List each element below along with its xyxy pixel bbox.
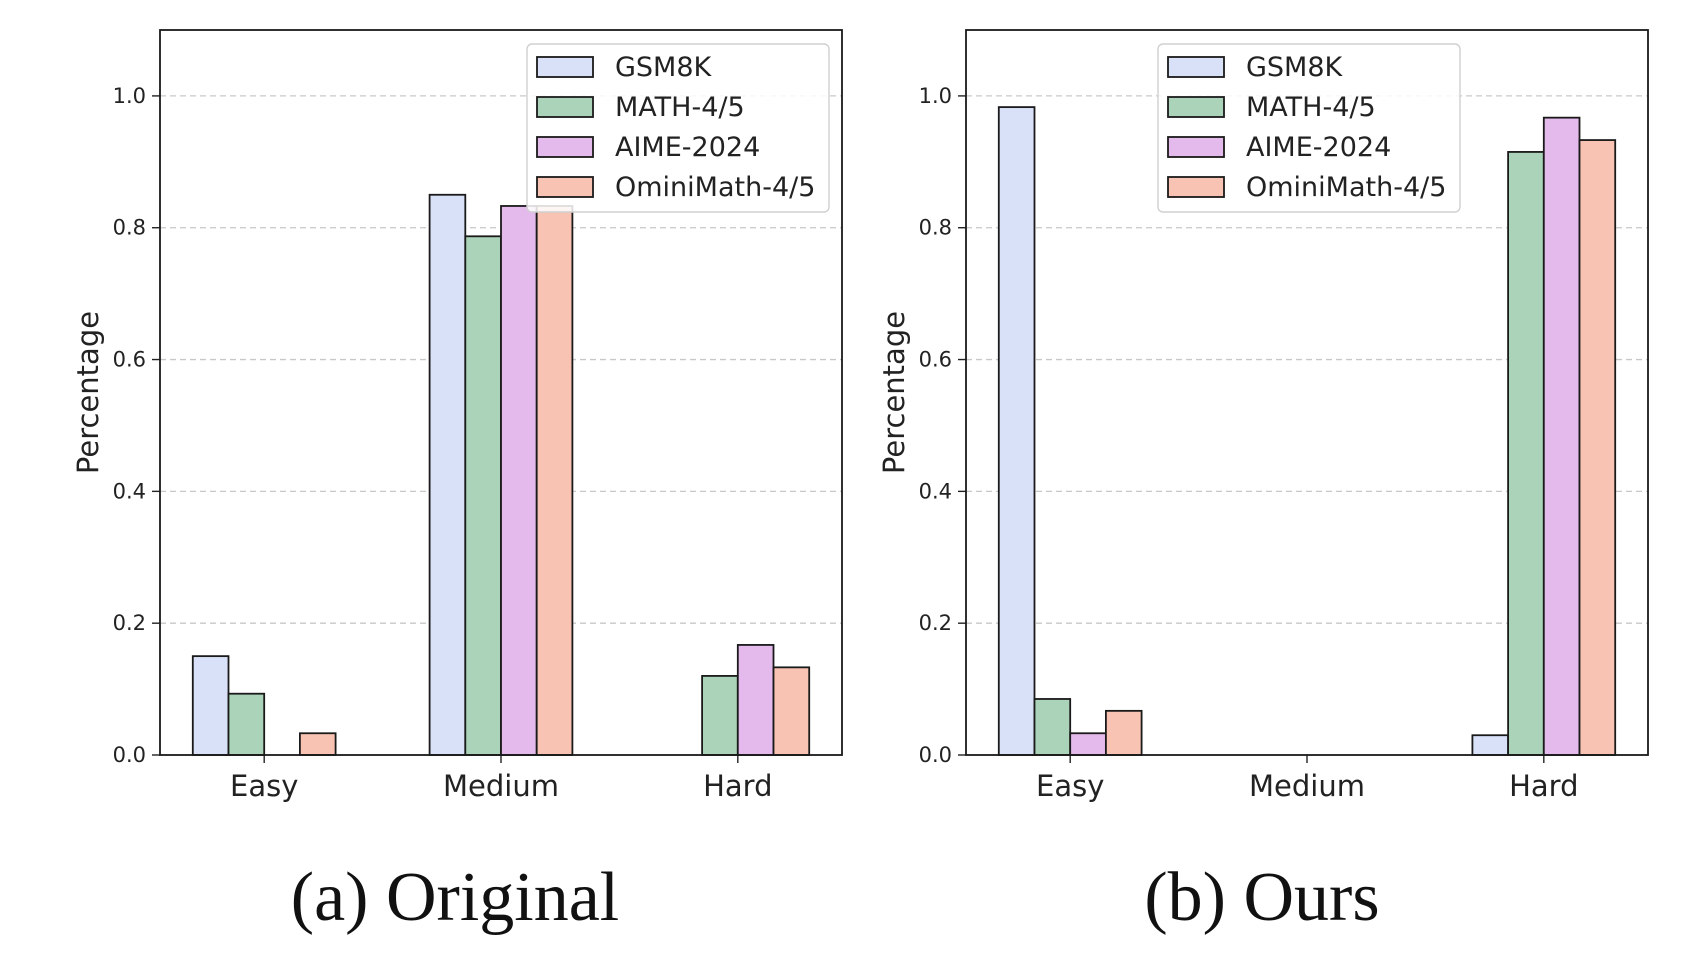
legend-swatch	[536, 56, 594, 78]
legend-swatch	[1167, 176, 1225, 198]
legend-label: GSM8K	[615, 52, 713, 83]
x-tick-label: Easy	[230, 769, 298, 803]
y-tick-label: 1.0	[919, 84, 952, 108]
y-axis-label: Percentage	[877, 311, 911, 474]
legend-label: AIME-2024	[1246, 132, 1391, 163]
legend-label: AIME-2024	[615, 132, 760, 163]
bar-ominimath-4-5-easy	[1104, 709, 1143, 756]
panel-caption: (a) Original	[291, 859, 619, 936]
x-tick-label: Easy	[1036, 769, 1104, 803]
legend-box	[1157, 43, 1461, 213]
bar-math-4-5-hard	[701, 675, 739, 756]
bar-math-4-5-medium	[464, 235, 502, 756]
y-tick-label: 0.8	[113, 216, 146, 240]
bar-aime-2024-hard	[1542, 116, 1581, 756]
legend-swatch	[536, 176, 594, 198]
legend-swatch	[536, 136, 594, 158]
bar-math-4-5-hard	[1507, 151, 1545, 756]
legend-label: MATH-4/5	[615, 92, 745, 123]
legend-swatch	[1167, 136, 1225, 158]
legend-swatch	[1167, 56, 1225, 78]
legend-label: GSM8K	[1246, 52, 1344, 83]
bar-gsm8k-hard	[1471, 734, 1510, 756]
y-tick-label: 0.0	[919, 743, 952, 767]
y-tick-label: 1.0	[113, 84, 146, 108]
y-tick-label: 0.6	[113, 348, 146, 372]
legend-box	[526, 43, 830, 213]
legend-label: OminiMath-4/5	[615, 172, 815, 203]
bar-gsm8k-medium	[428, 193, 467, 756]
legend-swatch	[1167, 96, 1225, 118]
panel-caption: (b) Ours	[1144, 859, 1379, 936]
y-tick-label: 0.6	[919, 348, 952, 372]
panel-ours: 0.0 0.2 0.4 0.6 0.8 1.0 Percentage Easy Medium Ha…	[877, 29, 1649, 936]
plot-frame	[965, 29, 1649, 756]
x-tick-label: Hard	[703, 769, 772, 803]
legend-swatch	[536, 96, 594, 118]
panel-original: 0.0 0.2 0.4 0.6 0.8 1.0 Percentage Easy Medium Ha…	[71, 29, 843, 936]
bar-aime-2024-easy	[1069, 732, 1107, 756]
bar-ominimath-4-5-medium	[535, 205, 574, 756]
legend-label: OminiMath-4/5	[1246, 172, 1446, 203]
bar-ominimath-4-5-hard	[772, 666, 811, 756]
bar-ominimath-4-5-easy	[298, 732, 337, 756]
bar-math-4-5-easy	[1033, 698, 1072, 756]
y-tick-label: 0.4	[919, 479, 952, 503]
x-tick-label: Medium	[1249, 769, 1365, 803]
y-tick-label: 0.0	[113, 743, 146, 767]
bar-aime-2024-medium	[500, 205, 538, 756]
y-axis-label: Percentage	[71, 311, 105, 474]
x-tick-label: Medium	[443, 769, 559, 803]
bar-ominimath-4-5-hard	[1578, 139, 1617, 756]
y-tick-label: 0.4	[113, 479, 146, 503]
y-tick-label: 0.2	[919, 611, 952, 635]
bar-math-4-5-easy	[227, 692, 266, 756]
y-tick-label: 0.2	[113, 611, 146, 635]
bar-gsm8k-easy	[191, 655, 230, 756]
y-tick-label: 0.8	[919, 216, 952, 240]
bar-aime-2024-hard	[736, 644, 775, 756]
legend-label: MATH-4/5	[1246, 92, 1376, 123]
bar-gsm8k-easy	[997, 106, 1036, 756]
x-tick-label: Hard	[1509, 769, 1578, 803]
plot-frame	[159, 29, 843, 756]
